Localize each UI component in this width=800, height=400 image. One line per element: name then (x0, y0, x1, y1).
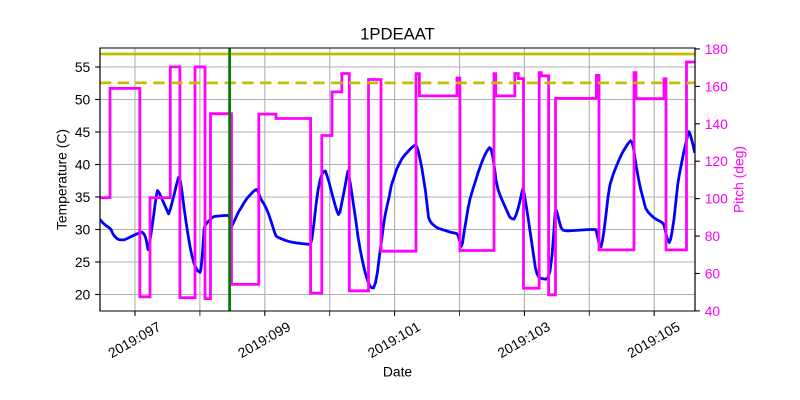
svg-text:45: 45 (75, 124, 91, 140)
svg-text:Date: Date (383, 364, 413, 380)
svg-text:50: 50 (75, 92, 91, 108)
svg-text:100: 100 (705, 191, 728, 207)
svg-text:40: 40 (75, 157, 91, 173)
svg-text:140: 140 (705, 116, 728, 132)
svg-text:20: 20 (75, 287, 91, 303)
svg-text:180: 180 (705, 41, 728, 57)
svg-text:1PDEAAT: 1PDEAAT (360, 25, 435, 44)
svg-text:55: 55 (75, 59, 91, 75)
svg-text:25: 25 (75, 254, 91, 270)
svg-text:40: 40 (705, 303, 721, 319)
svg-text:Temperature (C): Temperature (C) (53, 129, 69, 230)
svg-text:60: 60 (705, 266, 721, 282)
svg-text:30: 30 (75, 222, 91, 238)
svg-text:160: 160 (705, 78, 728, 94)
svg-text:35: 35 (75, 189, 91, 205)
svg-text:80: 80 (705, 228, 721, 244)
svg-text:120: 120 (705, 153, 728, 169)
svg-text:Pitch (deg): Pitch (deg) (731, 146, 747, 213)
